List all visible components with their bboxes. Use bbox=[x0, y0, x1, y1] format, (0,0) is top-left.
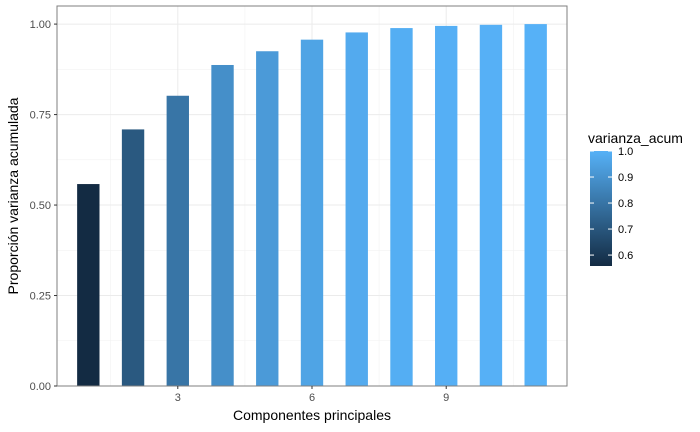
legend-label: 0.8 bbox=[618, 198, 633, 210]
bar-component-2 bbox=[121, 129, 145, 386]
bars bbox=[77, 24, 547, 387]
y-tick-label: 1.00 bbox=[30, 19, 51, 31]
bar-component-6 bbox=[300, 39, 324, 387]
legend: varianza_acum 1.0 0.9 0.8 0.7 0.6 bbox=[588, 130, 683, 266]
x-tick-label: 9 bbox=[443, 392, 449, 404]
x-axis-title: Componentes principales bbox=[233, 407, 391, 423]
bar-component-7 bbox=[345, 32, 368, 387]
y-tick-label: 0.25 bbox=[30, 291, 51, 303]
bar-component-11 bbox=[524, 24, 547, 386]
x-tick-label: 6 bbox=[309, 392, 315, 404]
y-tick-label: 0.00 bbox=[30, 381, 51, 393]
bar-component-8 bbox=[390, 28, 413, 386]
legend-label: 1.0 bbox=[618, 146, 633, 158]
bar-component-1 bbox=[77, 184, 100, 386]
legend-label: 0.7 bbox=[618, 224, 633, 236]
legend-ticks: 1.0 0.9 0.8 0.7 0.6 bbox=[590, 146, 633, 262]
legend-title: varianza_acum bbox=[588, 130, 683, 146]
y-tick-label: 0.50 bbox=[30, 200, 51, 212]
legend-colorbar bbox=[590, 151, 612, 266]
bar-component-10 bbox=[479, 24, 503, 386]
y-axis: 0.00 0.25 0.50 0.75 1.00 bbox=[30, 19, 57, 393]
x-axis: 3 6 9 bbox=[175, 386, 449, 404]
legend-label: 0.9 bbox=[618, 172, 633, 184]
bar-component-3 bbox=[166, 95, 189, 386]
bar-component-4 bbox=[211, 64, 234, 386]
x-tick-label: 3 bbox=[175, 392, 181, 404]
bar-component-5 bbox=[256, 51, 279, 386]
y-tick-label: 0.75 bbox=[30, 110, 51, 122]
bar-component-9 bbox=[435, 25, 458, 387]
y-axis-title: Proporción varianza acumulada bbox=[5, 97, 21, 294]
legend-label: 0.6 bbox=[618, 250, 633, 262]
